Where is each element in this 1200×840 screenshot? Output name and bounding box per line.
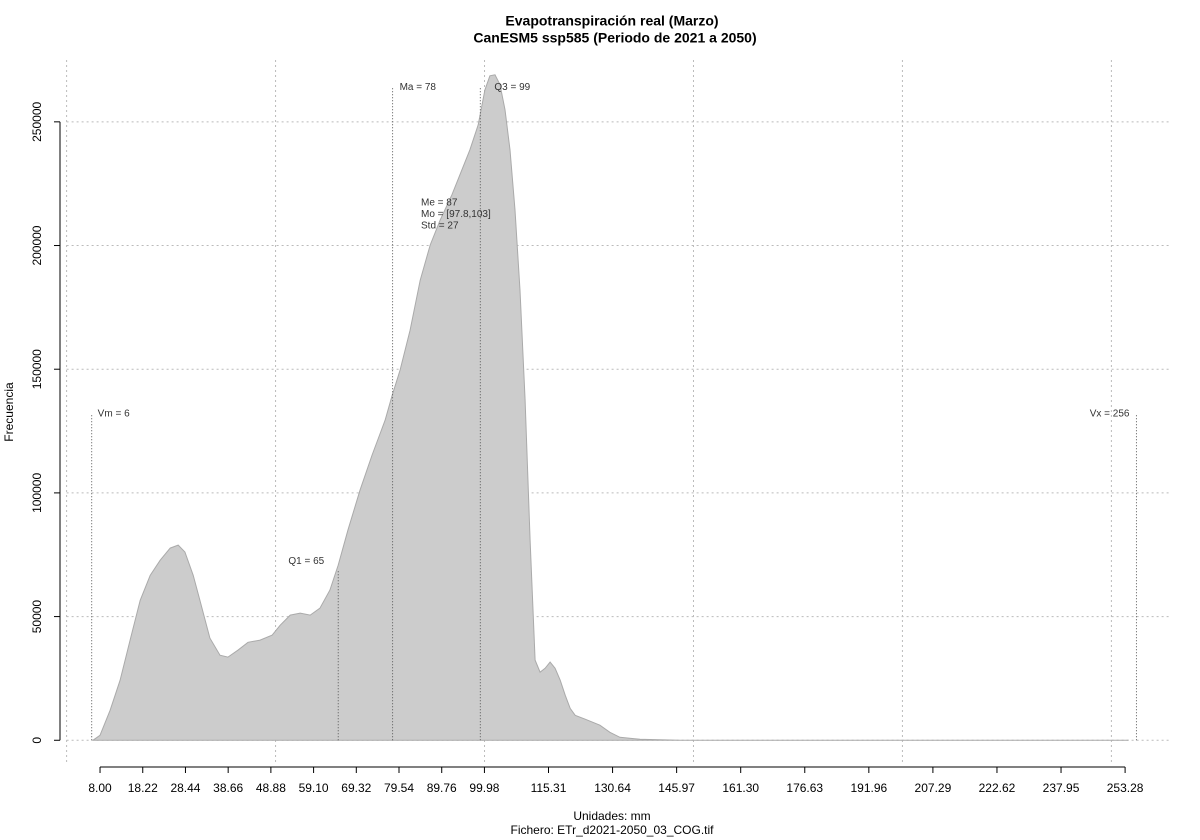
x-tick-label: 38.66 [213, 781, 243, 795]
density-area [92, 74, 1129, 741]
marker-label: Ma = 78 [400, 82, 437, 93]
stat-annotation: Std = 27 [421, 221, 459, 232]
x-tick-label: 28.44 [170, 781, 200, 795]
marker-label: Vm = 6 [98, 408, 130, 419]
y-axis-label: Frecuencia [2, 382, 16, 442]
marker-label: Vx = 256 [1090, 408, 1130, 419]
y-tick-label: 50000 [30, 600, 44, 634]
y-tick-label: 200000 [30, 225, 44, 265]
y-tick-label: 0 [30, 737, 44, 744]
x-tick-label: 89.76 [427, 781, 457, 795]
y-tick-label: 100000 [30, 473, 44, 513]
x-tick-label: 59.10 [299, 781, 329, 795]
x-tick-label: 207.29 [915, 781, 952, 795]
x-tick-label: 161.30 [722, 781, 759, 795]
x-tick-label: 237.95 [1043, 781, 1080, 795]
chart-title: Evapotranspiración real (Marzo) [505, 13, 718, 29]
y-tick-label: 250000 [30, 101, 44, 141]
x-tick-label: 8.00 [88, 781, 112, 795]
x-tick-label: 191.96 [850, 781, 887, 795]
x-tick-label: 145.97 [658, 781, 695, 795]
x-tick-label: 130.64 [594, 781, 631, 795]
stat-annotation: Me = 87 [421, 198, 458, 209]
x-tick-label: 79.54 [384, 781, 414, 795]
x-tick-label: 18.22 [128, 781, 158, 795]
y-tick-label: 150000 [30, 349, 44, 389]
x-axis-label: Unidades: mm [573, 809, 650, 823]
x-tick-label: 69.32 [341, 781, 371, 795]
x-tick-label: 222.62 [979, 781, 1016, 795]
x-tick-label: 253.28 [1107, 781, 1144, 795]
x-tick-label: 48.88 [256, 781, 286, 795]
x-tick-label: 99.98 [469, 781, 499, 795]
marker-label: Q3 = 99 [494, 82, 530, 93]
x-tick-label: 176.63 [786, 781, 823, 795]
stat-annotation: Mo = [97.8,103] [421, 209, 491, 220]
x-tick-label: 115.31 [531, 781, 567, 795]
marker-label: Q1 = 65 [288, 556, 324, 567]
chart-subtitle: CanESM5 ssp585 (Periodo de 2021 a 2050) [473, 30, 756, 46]
file-label: Fichero: ETr_d2021-2050_03_COG.tif [511, 823, 715, 837]
